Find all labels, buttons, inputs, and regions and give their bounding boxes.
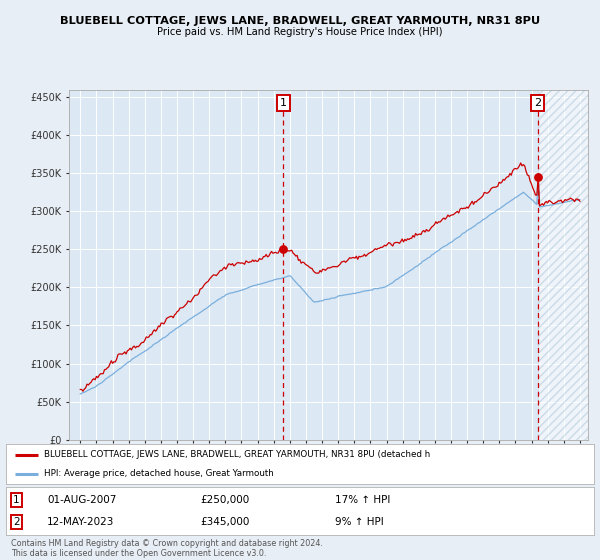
Text: 2: 2 [13, 517, 20, 527]
Text: BLUEBELL COTTAGE, JEWS LANE, BRADWELL, GREAT YARMOUTH, NR31 8PU: BLUEBELL COTTAGE, JEWS LANE, BRADWELL, G… [60, 16, 540, 26]
Text: 12-MAY-2023: 12-MAY-2023 [47, 517, 115, 527]
Point [278, 245, 288, 254]
Text: BLUEBELL COTTAGE, JEWS LANE, BRADWELL, GREAT YARMOUTH, NR31 8PU (detached h: BLUEBELL COTTAGE, JEWS LANE, BRADWELL, G… [44, 450, 430, 459]
Text: Price paid vs. HM Land Registry's House Price Index (HPI): Price paid vs. HM Land Registry's House … [157, 27, 443, 37]
Point [533, 172, 542, 181]
Text: £250,000: £250,000 [200, 495, 249, 505]
Text: 17% ↑ HPI: 17% ↑ HPI [335, 495, 391, 505]
Bar [538, 59, 588, 440]
Text: 01-AUG-2007: 01-AUG-2007 [47, 495, 116, 505]
Text: 1: 1 [280, 99, 287, 108]
Text: 2: 2 [534, 99, 541, 108]
Text: £345,000: £345,000 [200, 517, 250, 527]
Text: 9% ↑ HPI: 9% ↑ HPI [335, 517, 384, 527]
Text: Contains HM Land Registry data © Crown copyright and database right 2024.
This d: Contains HM Land Registry data © Crown c… [11, 539, 323, 558]
Text: HPI: Average price, detached house, Great Yarmouth: HPI: Average price, detached house, Grea… [44, 469, 274, 478]
Text: 1: 1 [13, 495, 20, 505]
